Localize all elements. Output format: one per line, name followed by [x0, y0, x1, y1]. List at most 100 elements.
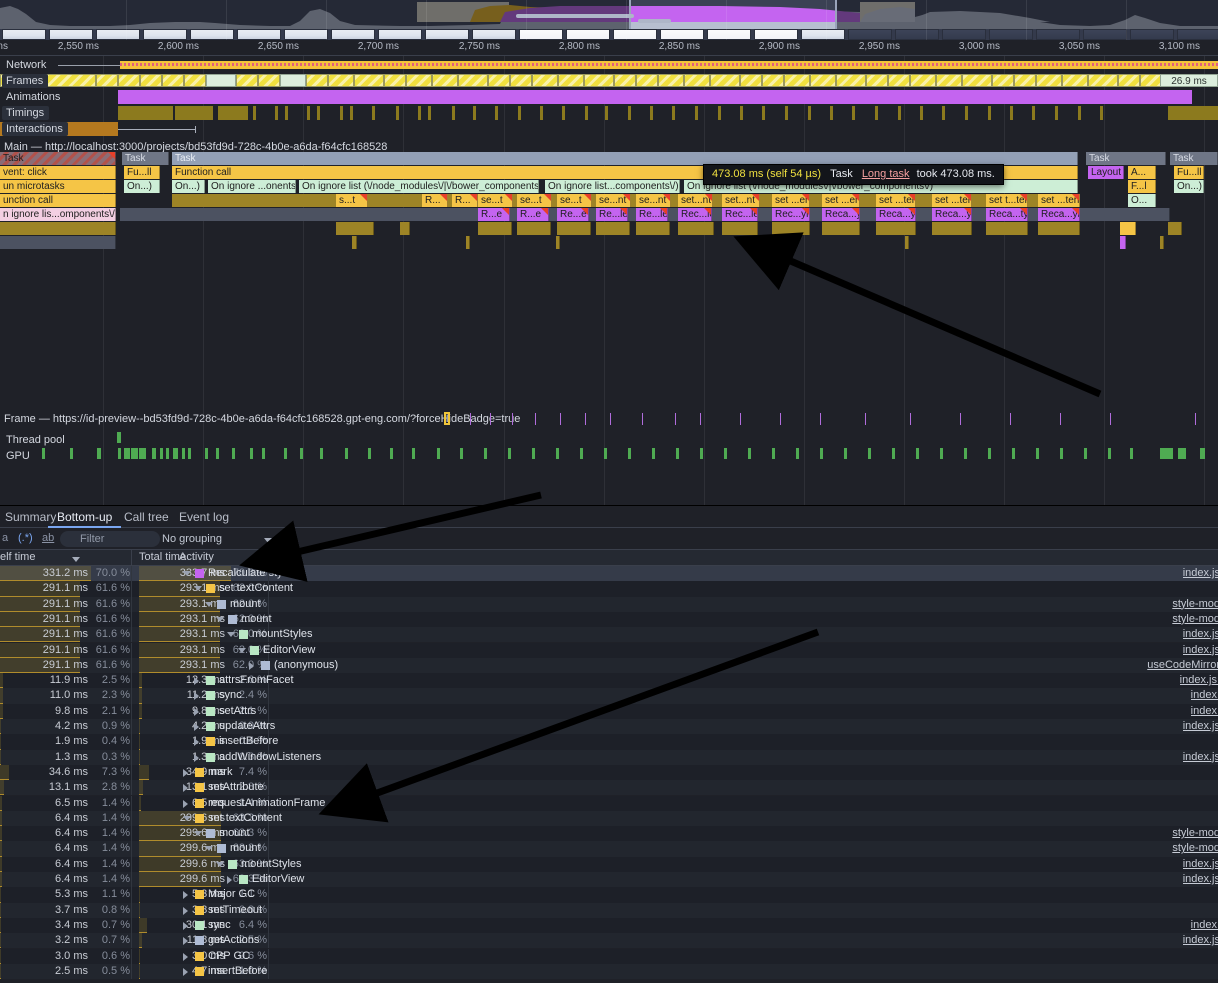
flame-bar-leaf[interactable] [517, 222, 551, 235]
frame-cell[interactable] [458, 74, 488, 87]
gpu-task-bar[interactable] [892, 448, 895, 459]
timing-mark[interactable] [830, 106, 833, 120]
gpu-task-bar[interactable] [748, 448, 751, 459]
timing-mark[interactable] [852, 106, 855, 120]
timing-block[interactable] [175, 106, 213, 120]
frame-cell[interactable] [784, 74, 810, 87]
table-row[interactable]: 2.5 ms 0.5 % 4.7 ms 1.0 % insertBefore [0, 963, 1218, 980]
flame-bar[interactable]: On...) [172, 180, 205, 193]
timing-mark[interactable] [988, 106, 991, 120]
timing-mark[interactable] [518, 106, 521, 120]
frames-track[interactable]: Frames 26.9 ms [0, 74, 1218, 88]
filmstrip-frame[interactable] [2, 29, 46, 40]
flame-bar-leaf[interactable] [0, 222, 116, 235]
flame-bar[interactable]: Reca...yle [876, 208, 916, 221]
flame-bar[interactable]: Task [1086, 152, 1166, 165]
gpu-task-bar[interactable] [940, 448, 943, 459]
chevron-right-icon[interactable] [183, 768, 188, 777]
flame-bar[interactable]: Reca...yle [932, 208, 972, 221]
gpu-task-bar[interactable] [676, 448, 679, 459]
gpu-task-bar[interactable] [508, 448, 511, 459]
timing-mark[interactable] [650, 106, 653, 120]
frame-mark[interactable] [910, 413, 911, 425]
gpu-task-bar[interactable] [1012, 448, 1015, 459]
source-link[interactable]: index.js [1182, 643, 1218, 656]
source-link[interactable]: index.js [1182, 750, 1218, 763]
frame-cell[interactable] [206, 74, 236, 87]
frame-cell[interactable] [888, 74, 910, 87]
flame-bar-leaf[interactable] [932, 222, 972, 235]
whole-word-icon[interactable]: ab [42, 532, 55, 544]
match-case-icon[interactable]: a [2, 532, 9, 544]
timing-mark[interactable] [350, 106, 353, 120]
source-link[interactable]: index.js [1182, 720, 1218, 732]
timing-mark[interactable] [808, 106, 811, 120]
timing-mark[interactable] [965, 106, 968, 120]
chevron-right-icon[interactable] [194, 707, 199, 716]
gpu-task-bar[interactable] [988, 448, 991, 459]
source-link[interactable]: index.js [1182, 857, 1218, 870]
frame-mark[interactable] [585, 413, 586, 425]
flame-bar[interactable]: Re...e [557, 208, 589, 221]
flame-bar[interactable]: set ...ent [772, 194, 810, 207]
tab-event-log[interactable]: Event log [179, 510, 230, 524]
tab-call-tree[interactable]: Call tree [124, 510, 169, 524]
timing-mark[interactable] [718, 106, 721, 120]
filmstrip-frame[interactable] [190, 29, 234, 40]
gpu-task-bar[interactable] [124, 448, 130, 459]
frame-mark[interactable] [512, 413, 513, 425]
flame-bar[interactable]: set t...tent [986, 194, 1028, 207]
gpu-task-bar[interactable] [556, 448, 559, 459]
table-row[interactable]: 6.5 ms 1.4 % 6.5 ms 1.4 % requestAnimationFr… [0, 795, 1218, 811]
source-link[interactable]: index.js [1182, 567, 1218, 579]
frame-cell[interactable] [866, 74, 888, 87]
table-row[interactable]: 291.1 ms 61.6 % 293.1 ms 62.0 % mount style-m… [0, 596, 1218, 612]
frame-mark[interactable] [1060, 413, 1061, 425]
gpu-task-bar[interactable] [182, 448, 185, 459]
table-row[interactable]: 3.2 ms 0.7 % 11.8 ms 2.5 % getActions index.j… [0, 933, 1218, 949]
chevron-right-icon[interactable] [183, 799, 188, 808]
timing-mark[interactable] [285, 106, 288, 120]
chevron-right-icon[interactable] [194, 738, 199, 747]
flame-bar[interactable]: se...nt [636, 194, 671, 207]
gpu-task-bar[interactable] [1084, 448, 1087, 459]
table-row[interactable]: 6.4 ms 1.4 % 299.6 ms 63.3 % mount style-mod [0, 826, 1218, 842]
flame-bar-leaf[interactable] [336, 222, 374, 235]
frame-duration-badge[interactable]: 26.9 ms [1160, 74, 1218, 87]
flame-bar-leaf[interactable] [557, 222, 591, 235]
timing-mark[interactable] [898, 106, 901, 120]
table-row[interactable]: 3.7 ms 0.8 % 3.8 ms 0.8 % setTimeout [0, 902, 1218, 918]
frame-mark[interactable] [535, 413, 536, 425]
frame-cell[interactable] [236, 74, 258, 87]
table-row[interactable]: 9.8 ms 2.1 % 9.8 ms 2.1 % setAttrs index. [0, 703, 1218, 719]
tab-summary[interactable]: Summary [5, 510, 57, 524]
flame-bar[interactable]: Reca...tyle [986, 208, 1028, 221]
chevron-right-icon[interactable] [183, 952, 188, 961]
gpu-task-bar[interactable] [70, 448, 73, 459]
interactions-track[interactable]: Interactions [0, 122, 1218, 136]
filmstrip-frame[interactable] [1083, 29, 1127, 40]
gpu-task-bar[interactable] [484, 448, 487, 459]
chevron-down-icon[interactable] [194, 831, 202, 837]
flame-bar-leaf[interactable] [596, 222, 630, 235]
gpu-task-bar[interactable] [700, 448, 703, 459]
flame-bar[interactable]: se...t [478, 194, 513, 207]
source-link[interactable]: index.js [1182, 873, 1218, 885]
frame-cell[interactable] [936, 74, 962, 87]
timing-mark[interactable] [340, 106, 343, 120]
flame-bar[interactable]: Reca...yle [1038, 208, 1080, 221]
frame-cell[interactable] [962, 74, 992, 87]
gpu-task-bar[interactable] [652, 448, 655, 459]
timing-mark[interactable] [562, 106, 565, 120]
gpu-task-bar[interactable] [532, 448, 535, 459]
bottom-up-table[interactable]: 331.2 ms 70.0 % 333.7 ms 70.6 % Recalculate … [0, 566, 1218, 983]
table-row[interactable]: 1.9 ms 0.4 % 1.9 ms 0.4 % insertBefore [0, 734, 1218, 750]
flame-bar[interactable]: set ...tent [1038, 194, 1080, 207]
gpu-task-bar[interactable] [188, 448, 191, 459]
frame-cell[interactable] [406, 74, 432, 87]
gpu-task-bar[interactable] [131, 448, 138, 459]
animation-bar[interactable] [118, 90, 1192, 104]
chevron-right-icon[interactable] [183, 921, 188, 930]
frame-cell[interactable] [118, 74, 140, 87]
frame-mark[interactable] [700, 413, 701, 425]
